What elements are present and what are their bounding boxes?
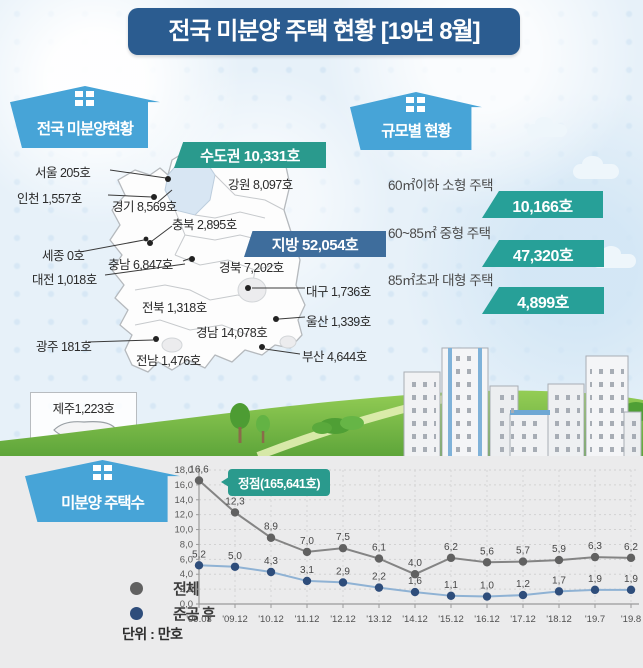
svg-text:7,0: 7,0 bbox=[300, 536, 314, 547]
svg-text:'13.12: '13.12 bbox=[366, 614, 392, 625]
region-label-gyeongbuk: 경북 7,202호 bbox=[219, 261, 284, 275]
svg-text:2,9: 2,9 bbox=[336, 566, 350, 577]
svg-text:1,1: 1,1 bbox=[444, 580, 458, 591]
legend-dot-completed bbox=[130, 607, 143, 620]
svg-text:'15.12: '15.12 bbox=[438, 614, 464, 625]
svg-text:8,9: 8,9 bbox=[264, 522, 278, 533]
size-section-title: 규모별 현황 bbox=[381, 123, 452, 140]
svg-text:6,0: 6,0 bbox=[180, 554, 193, 565]
region-label-busan: 부산 4,644호 bbox=[302, 350, 367, 364]
unit-label: 단위 : 만호 bbox=[122, 626, 183, 642]
region-label-chungnam: 충남 6,847호 bbox=[108, 258, 173, 272]
cloud-icon bbox=[527, 116, 567, 137]
region-label-daegu: 대구 1,736호 bbox=[306, 285, 371, 299]
svg-text:6,2: 6,2 bbox=[444, 542, 458, 553]
legend-label-completed: 준공 후 bbox=[173, 606, 216, 623]
region-label-seoul: 서울 205호 bbox=[35, 166, 91, 180]
svg-text:'09.03: '09.03 bbox=[186, 614, 212, 625]
svg-text:1,6: 1,6 bbox=[408, 576, 422, 587]
svg-text:18,0: 18,0 bbox=[175, 465, 194, 476]
size-item-label: 85㎡초과 대형 주택 bbox=[388, 273, 494, 288]
svg-text:1,7: 1,7 bbox=[552, 575, 566, 586]
svg-text:8,0: 8,0 bbox=[180, 539, 193, 550]
chart-section-title: 미분양 주택수 bbox=[61, 495, 145, 512]
sudogwon-banner: 수도권 10,331호 bbox=[174, 142, 326, 168]
region-label-jeonnam: 전남 1,476호 bbox=[136, 354, 201, 368]
svg-text:'16.12: '16.12 bbox=[474, 614, 500, 625]
korea-map bbox=[79, 149, 306, 373]
region-label-gyeongnam: 경남 14,078호 bbox=[196, 326, 268, 340]
region-label-incheon: 인천 1,557호 bbox=[17, 192, 82, 206]
svg-text:'19.7: '19.7 bbox=[585, 614, 605, 625]
size-item-value: 10,166호 bbox=[482, 191, 603, 218]
svg-text:'19.8: '19.8 bbox=[621, 614, 641, 625]
svg-text:4,3: 4,3 bbox=[264, 556, 278, 567]
svg-text:2,2: 2,2 bbox=[372, 572, 386, 583]
window-icon bbox=[406, 97, 425, 112]
size-item-value: 4,899호 bbox=[482, 287, 604, 314]
svg-text:12,3: 12,3 bbox=[225, 496, 245, 507]
svg-text:'12.12: '12.12 bbox=[330, 614, 356, 625]
svg-text:10,0: 10,0 bbox=[175, 525, 194, 536]
region-label-ulsan: 울산 1,339호 bbox=[306, 315, 371, 329]
page-title: 전국 미분양 주택 현황 [19년 8월] bbox=[128, 8, 520, 55]
svg-text:'10.12: '10.12 bbox=[258, 614, 284, 625]
svg-text:5,6: 5,6 bbox=[480, 546, 494, 557]
svg-text:'11.12: '11.12 bbox=[295, 614, 320, 625]
region-label-sejong: 세종 0호 bbox=[42, 249, 85, 263]
region-label-chungbuk: 충북 2,895호 bbox=[172, 218, 237, 232]
svg-text:1,2: 1,2 bbox=[516, 579, 530, 590]
svg-text:5,2: 5,2 bbox=[192, 549, 206, 560]
legend-item-completed: 준공 후 bbox=[130, 603, 216, 624]
svg-text:0,0: 0,0 bbox=[180, 599, 193, 610]
svg-text:14,0: 14,0 bbox=[175, 495, 194, 506]
size-item-value: 47,320호 bbox=[482, 240, 604, 267]
region-label-gyeonggi: 경기 8,569호 bbox=[112, 200, 177, 214]
svg-text:'09.12: '09.12 bbox=[222, 614, 248, 625]
svg-text:1,0: 1,0 bbox=[480, 581, 494, 592]
map-section-header: 전국 미분양현황 bbox=[10, 86, 160, 148]
size-item-label: 60㎡이하 소형 주택 bbox=[388, 178, 494, 193]
svg-text:1,9: 1,9 bbox=[588, 574, 602, 585]
svg-text:6,3: 6,3 bbox=[588, 541, 602, 552]
jibang-banner: 지방 52,054호 bbox=[244, 231, 386, 257]
region-label-gangwon: 강원 8,097호 bbox=[228, 178, 293, 192]
size-item-label: 60~85㎡ 중형 주택 bbox=[388, 226, 491, 241]
svg-text:6,2: 6,2 bbox=[624, 542, 638, 553]
buildings-illustration bbox=[403, 347, 642, 458]
svg-text:1,9: 1,9 bbox=[624, 574, 638, 585]
legend-item-total: 전체 bbox=[130, 578, 200, 599]
svg-text:'17.12: '17.12 bbox=[510, 614, 536, 625]
svg-text:2,0: 2,0 bbox=[180, 584, 193, 595]
svg-text:12,0: 12,0 bbox=[175, 510, 194, 521]
svg-text:6,1: 6,1 bbox=[372, 543, 386, 554]
region-label-jeonbuk: 전북 1,318호 bbox=[142, 301, 207, 315]
map-section-title: 전국 미분양현황 bbox=[36, 121, 134, 138]
svg-text:3,1: 3,1 bbox=[300, 565, 314, 576]
line-chart: 0,0 2,0 4,0 6,0 8,0 10,0 12,0 14,0 16,0 18,0 '09.0… bbox=[175, 464, 642, 625]
svg-text:'14.12: '14.12 bbox=[402, 614, 428, 625]
window-icon bbox=[92, 465, 112, 480]
svg-text:7,5: 7,5 bbox=[336, 532, 350, 543]
cloud-icon bbox=[573, 155, 619, 179]
svg-text:5,7: 5,7 bbox=[516, 546, 530, 557]
region-label-gwangju: 광주 181호 bbox=[36, 340, 92, 354]
svg-text:4,0: 4,0 bbox=[180, 569, 193, 580]
peak-callout: 정점(165,641호) bbox=[220, 469, 331, 496]
svg-text:5,0: 5,0 bbox=[228, 551, 242, 562]
legend-dot-total bbox=[130, 582, 143, 595]
svg-text:16,6: 16,6 bbox=[189, 464, 209, 475]
svg-text:4,0: 4,0 bbox=[408, 558, 422, 569]
svg-text:'18.12: '18.12 bbox=[546, 614, 572, 625]
legend-label-total: 전체 bbox=[173, 581, 200, 598]
region-label-jeju: 제주1,223호 bbox=[52, 402, 115, 416]
region-label-daejeon: 대전 1,018호 bbox=[32, 273, 97, 287]
svg-text:16,0: 16,0 bbox=[175, 480, 194, 491]
window-icon bbox=[75, 91, 94, 106]
svg-text:5,9: 5,9 bbox=[552, 544, 566, 555]
